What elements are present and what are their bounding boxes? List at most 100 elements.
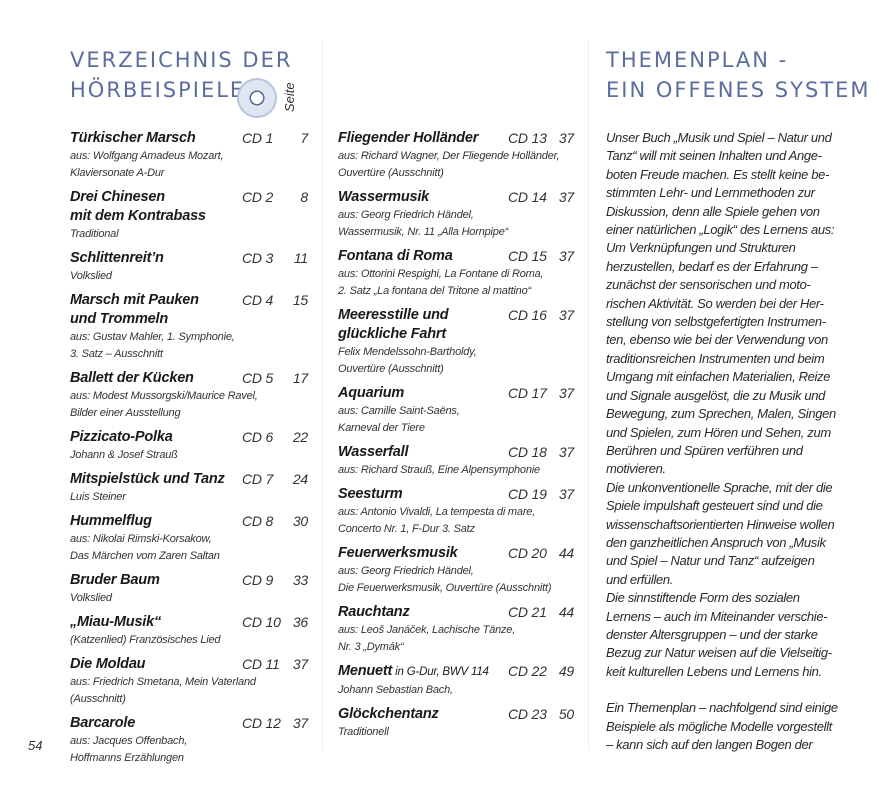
track-source: 2. Satz „La fontana del Tritone al matti… (338, 285, 531, 297)
cd-track-number: CD 12 (242, 715, 281, 731)
text-line: rischen Aktivität. So werden bei der Her… (606, 295, 824, 311)
themenplan-heading: THEMENPLAN - EIN OFFENES SYSTEM (606, 45, 871, 105)
track-source: aus: Georg Friedrich Händel, (338, 565, 474, 577)
track-title: Rauchtanz (338, 604, 410, 620)
track-source: Johann Sebastian Bach, (338, 684, 453, 696)
track-entry: Schlittenreit’n CD 3 11 Volkslied (70, 249, 308, 285)
text-line: Spiele impulshaft gesteuert sind und die (606, 498, 823, 514)
page-reference: 37 (558, 189, 574, 205)
page-reference: 37 (292, 656, 308, 672)
track-title-line: Ballett der Kücken CD 5 17 (70, 369, 308, 388)
cd-track-number: CD 1 (242, 130, 274, 146)
track-title: Barcarole (70, 715, 136, 731)
track-title-line: Fontana di Roma CD 15 37 (338, 247, 574, 266)
track-reference: CD 1 7 (242, 129, 308, 148)
track-title-line: Aquarium CD 17 37 (338, 384, 574, 403)
text-line: herzustellen, bedarf es der Erfahrung – (606, 258, 818, 274)
track-source: 3. Satz – Ausschnitt (70, 348, 163, 360)
text-line: und Signale ausgelöst, die zu Musik und (606, 387, 826, 403)
cd-track-number: CD 21 (508, 604, 547, 620)
track-source: aus: Richard Wagner, Der Fliegende Hollä… (338, 150, 560, 162)
cd-track-number: CD 3 (242, 250, 274, 266)
track-title: Meeresstille und (338, 307, 449, 323)
page-reference: 37 (558, 444, 574, 460)
cd-track-number: CD 13 (508, 130, 547, 146)
track-title-line: Feuerwerksmusik CD 20 44 (338, 544, 574, 563)
cd-track-number: CD 6 (242, 429, 274, 445)
track-reference: CD 19 37 (508, 485, 574, 504)
track-source: aus: Antonio Vivaldi, La tempesta di mar… (338, 506, 536, 518)
track-entry: Glöckchentanz CD 23 50 Traditionell (338, 705, 574, 741)
page-reference: 7 (300, 130, 308, 146)
track-title-line: Seesturm CD 19 37 (338, 485, 574, 504)
track-entry: Bruder Baum CD 9 33 Volkslied (70, 571, 308, 607)
track-source: Hoffmanns Erzählungen (70, 752, 184, 764)
track-entry: Wassermusik CD 14 37 aus: Georg Friedrich H… (338, 188, 574, 241)
track-entry: Wasserfall CD 18 37 aus: Richard Strauß, Ei… (338, 443, 574, 479)
track-reference: CD 9 33 (242, 571, 308, 590)
track-title-line: „Miau-Musik“ CD 10 36 (70, 613, 308, 632)
track-list-left: Türkischer Marsch CD 1 7 aus: Wolfgang Amad… (70, 129, 308, 773)
page-reference: 44 (558, 604, 574, 620)
page-reference: 11 (293, 250, 308, 266)
track-title: Aquarium (338, 385, 405, 401)
track-title: Drei Chinesen (70, 189, 165, 205)
track-reference: CD 12 37 (242, 714, 308, 733)
cd-track-number: CD 4 (242, 292, 274, 308)
page-number: 54 (28, 738, 43, 753)
cd-track-number: CD 5 (242, 370, 274, 386)
track-source: Concerto Nr. 1, F-Dur 3. Satz (338, 523, 475, 535)
text-line: Lernens – auch im Miteinander verschie- (606, 608, 828, 624)
track-reference: CD 18 37 (508, 443, 574, 462)
track-title: Mitspielstück und Tanz (70, 471, 225, 487)
text-line: Berühren und Spüren verführen und (606, 442, 803, 458)
track-title-line: Pizzicato-Polka CD 6 22 (70, 428, 308, 447)
text-line: Beispiele als mögliche Modelle vorgestel… (606, 718, 832, 734)
page-reference: 24 (292, 471, 308, 487)
cd-track-number: CD 20 (508, 545, 547, 561)
track-source: Ouvertüre (Ausschnitt) (338, 363, 444, 375)
track-title: Menuett (338, 663, 393, 679)
track-reference: CD 13 37 (508, 129, 574, 148)
track-entry: Pizzicato-Polka CD 6 22 Johann & Josef Stra… (70, 428, 308, 464)
page-reference: 22 (292, 429, 308, 445)
track-title-line: Drei Chinesen CD 2 8 (70, 188, 308, 207)
track-source: Klaviersonate A-Dur (70, 167, 165, 179)
track-reference: CD 22 49 (508, 662, 574, 681)
track-title: Fontana di Roma (338, 248, 453, 264)
track-title: Fliegender Holländer (338, 130, 479, 146)
track-entry: Feuerwerksmusik CD 20 44 aus: Georg Friedri… (338, 544, 574, 597)
track-source: aus: Camille Saint-Saëns, (338, 405, 460, 417)
track-source: aus: Richard Strauß, Eine Alpensymphonie (338, 464, 540, 476)
track-title-line: Mitspielstück und Tanz CD 7 24 (70, 470, 308, 489)
page-reference: 37 (558, 130, 574, 146)
body-text: Unser Buch „Musik und Spiel – Natur und T… (606, 129, 851, 754)
track-source: aus: Ottorini Respighi, La Fontane di Ro… (338, 268, 544, 280)
track-reference: CD 21 44 (508, 603, 574, 622)
track-title: Seesturm (338, 486, 403, 502)
track-title: Türkischer Marsch (70, 130, 196, 146)
track-title-line: Schlittenreit’n CD 3 11 (70, 249, 308, 268)
track-title-line: Barcarole CD 12 37 (70, 714, 308, 733)
track-reference: CD 7 24 (242, 470, 308, 489)
page-reference: 37 (558, 385, 574, 401)
track-reference: CD 23 50 (508, 705, 574, 724)
text-line: zunächst der sensorischen und moto- (606, 277, 811, 293)
paragraph: Ein Themenplan – nachfolgend sind einige… (606, 699, 851, 754)
page-reference: 49 (558, 663, 574, 679)
cd-track-number: CD 11 (242, 656, 280, 672)
text-line: und Spielen, zum Hören und Sehen, zum (606, 424, 831, 440)
track-list-middle: Fliegender Holländer CD 13 37 aus: Richard … (338, 129, 574, 747)
track-title: Glöckchentanz (338, 706, 439, 722)
track-entry: Marsch mit Pauken CD 4 15 und Trommeln aus: … (70, 291, 308, 363)
track-source: Die Feuerwerksmusik, Ouvertüre (Ausschni… (338, 582, 552, 594)
column-divider (588, 40, 589, 750)
track-entry: Meeresstille und CD 16 37 glückliche Fahrt F… (338, 306, 574, 378)
track-title-line: Menuett in G-Dur, BWV 114 CD 22 49 (338, 662, 574, 682)
text-line: Umgang mit einfachen Materialien, Reize (606, 369, 831, 385)
track-title: Bruder Baum (70, 572, 160, 588)
track-entry: Menuett in G-Dur, BWV 114 CD 22 49 Johann S… (338, 662, 574, 699)
column-divider (322, 40, 323, 750)
track-entry: Ballett der Kücken CD 5 17 aus: Modest Muss… (70, 369, 308, 422)
text-line: einer natürlichen „Logik“ des Lernens au… (606, 222, 835, 238)
